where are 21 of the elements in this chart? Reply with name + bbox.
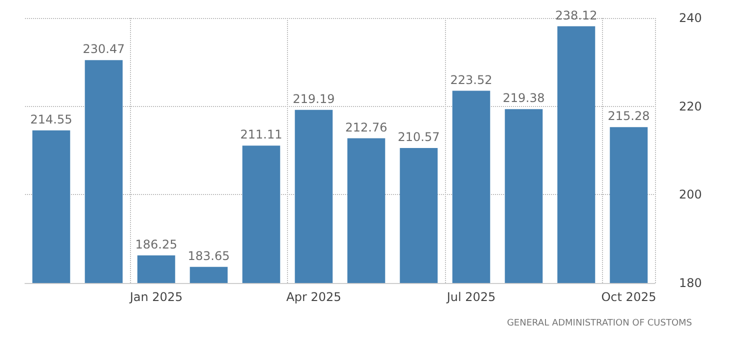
data-label: 210.57 bbox=[398, 130, 440, 144]
data-label: 230.47 bbox=[82, 42, 125, 56]
data-label: 238.12 bbox=[555, 8, 598, 22]
data-label: 183.65 bbox=[188, 248, 230, 263]
text: GENERAL ADMINISTRATION OF CUSTOMS bbox=[506, 318, 692, 328]
y-tick-label: 180 bbox=[679, 276, 702, 290]
data-label: 211.11 bbox=[240, 128, 282, 142]
data-label: 219.38 bbox=[502, 91, 545, 106]
data-label: 186.25 bbox=[135, 237, 178, 252]
y-tick-label: 240 bbox=[679, 11, 702, 25]
data-label: 223.52 bbox=[450, 72, 492, 87]
data-label: 214.55 bbox=[30, 112, 72, 126]
data-label: 219.19 bbox=[292, 92, 335, 106]
y-tick-label: 200 bbox=[679, 188, 702, 202]
data-label: 212.76 bbox=[345, 120, 388, 134]
x-tick-label: Apr 2025 bbox=[286, 290, 342, 304]
x-tick-label: Jan 2025 bbox=[128, 290, 183, 304]
y-tick-label: 220 bbox=[679, 99, 702, 114]
data-label: 215.28 bbox=[608, 109, 650, 124]
x-tick-label: Jul 2025 bbox=[446, 290, 496, 304]
x-tick-label: Oct 2025 bbox=[601, 290, 656, 304]
